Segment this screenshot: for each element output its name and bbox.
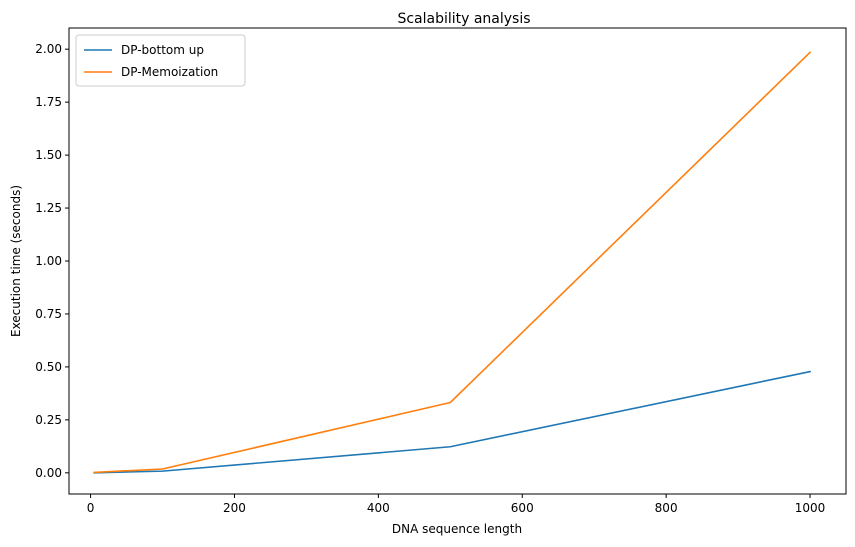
y-tick-label: 1.75: [35, 95, 62, 109]
plot-area: 0 200 400 600 800 1000 0.00 0.25 0.50 0.75 1.00 1.…: [35, 27, 847, 515]
x-axis-ticks: 0 200 400 600 800 1000: [87, 494, 826, 515]
legend-label: DP-bottom up: [121, 43, 204, 57]
legend: DP-bottom up DP-Memoization: [75, 34, 246, 87]
y-tick-label: 2.00: [35, 42, 62, 56]
series-group: [93, 51, 812, 474]
x-tick-label: 1000: [795, 501, 826, 515]
chart-title: Scalability analysis: [397, 11, 530, 27]
x-axis-label: DNA sequence length: [392, 522, 522, 536]
x-tick-label: 600: [511, 501, 534, 515]
series-line-1: [93, 370, 811, 474]
y-tick-label: 0.00: [35, 466, 62, 480]
series-line-2: [93, 51, 812, 474]
x-tick-label: 400: [367, 501, 390, 515]
y-axis-ticks: 0.00 0.25 0.50 0.75 1.00 1.25 1.50 1.75 2.00: [35, 42, 69, 480]
legend-label: DP-Memoization: [121, 65, 218, 79]
y-tick-label: 0.75: [35, 307, 62, 321]
y-tick-label: 0.25: [35, 413, 62, 427]
x-tick-label: 0: [87, 501, 95, 515]
x-tick-label: 200: [223, 501, 246, 515]
legend-box: [75, 34, 246, 87]
legend-items: DP-bottom up DP-Memoization: [84, 43, 218, 79]
y-tick-label: 1.00: [35, 254, 62, 268]
y-tick-label: 0.50: [35, 360, 62, 374]
y-tick-label: 1.25: [35, 201, 62, 215]
x-tick-label: 800: [655, 501, 678, 515]
plot-frame: [68, 27, 847, 495]
y-tick-label: 1.50: [35, 148, 62, 162]
y-axis-label: Execution time (seconds): [9, 185, 23, 337]
